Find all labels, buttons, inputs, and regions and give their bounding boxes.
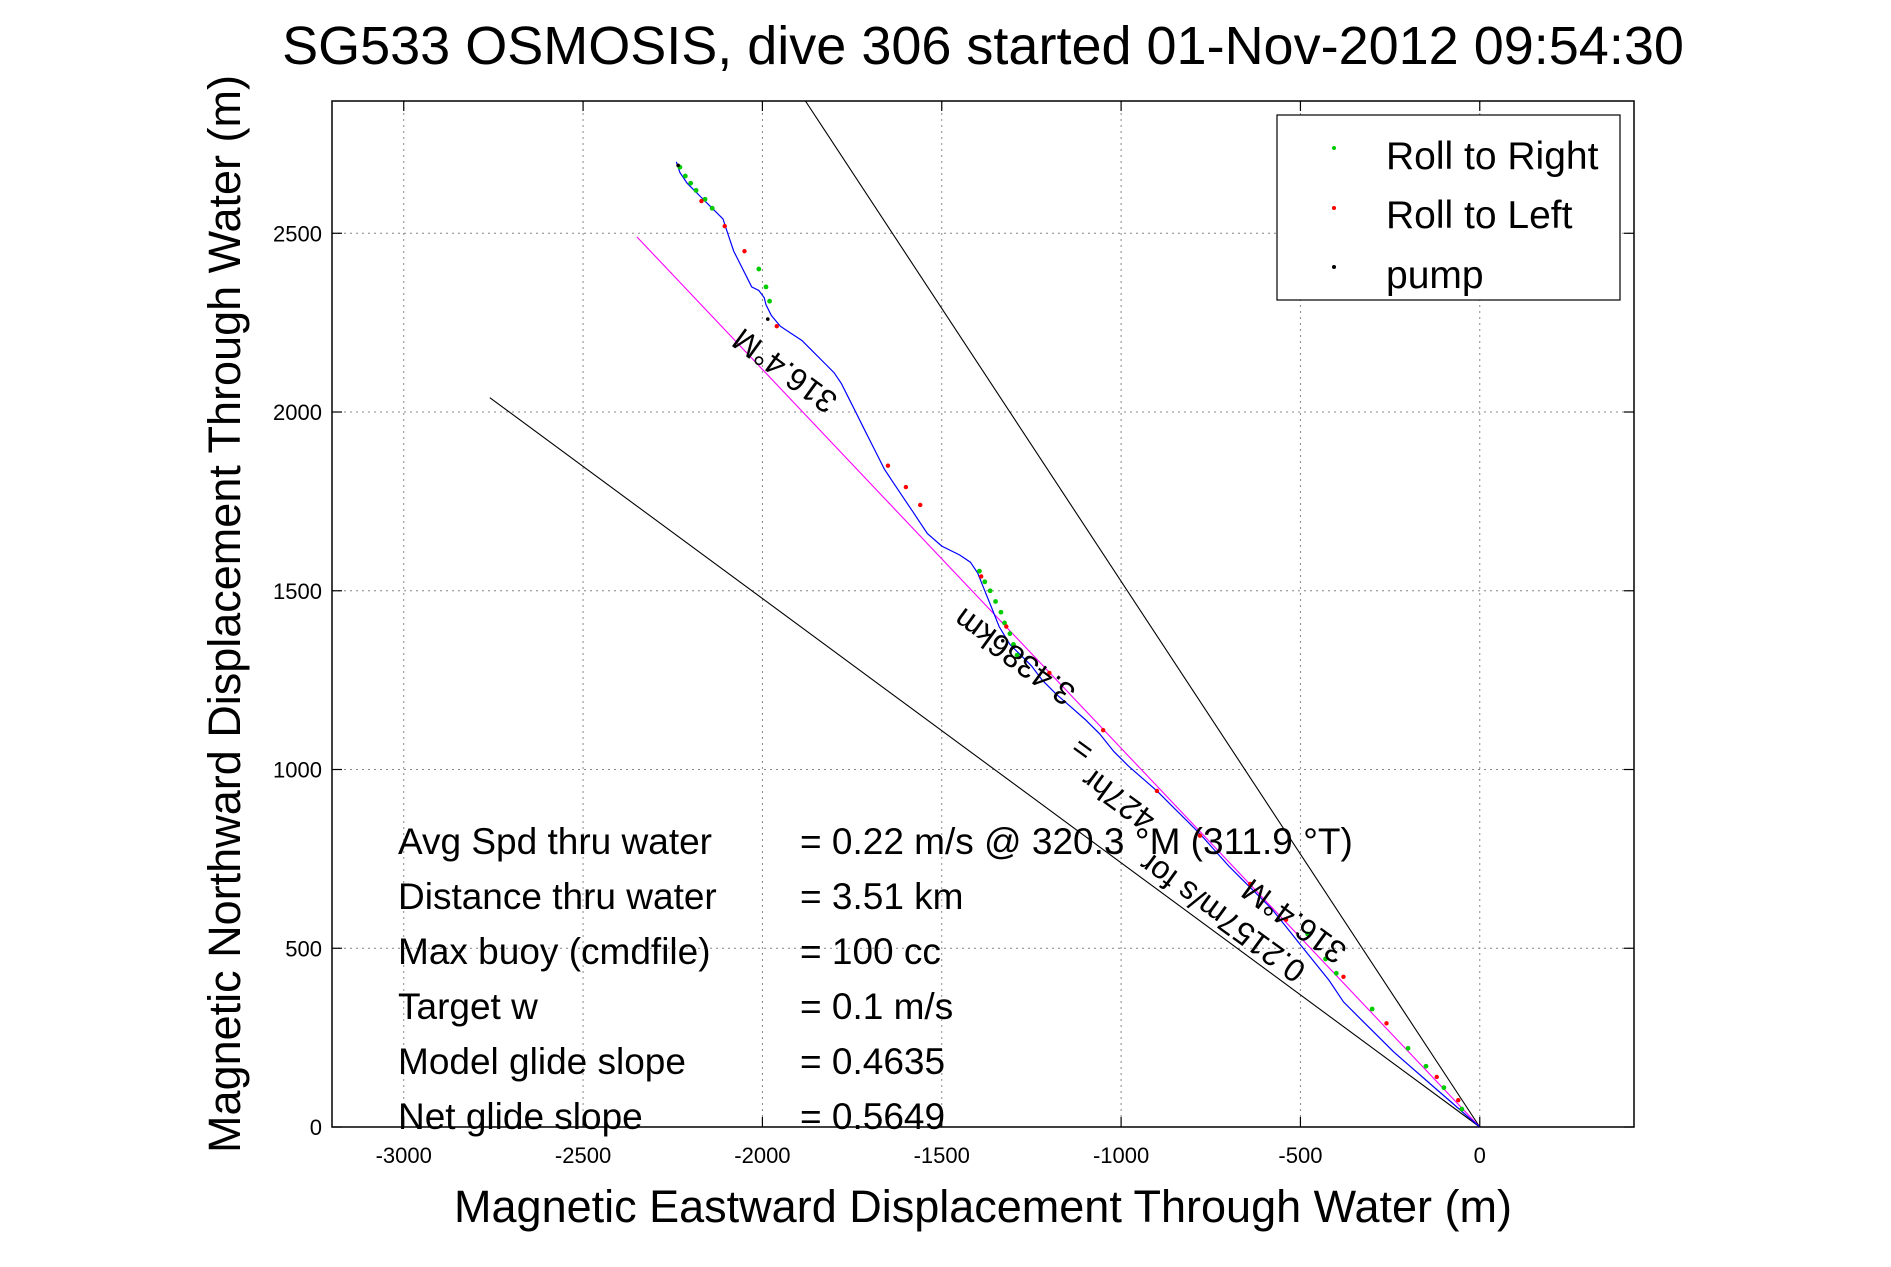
legend: Roll to Right Roll to Left pump: [1276, 114, 1621, 301]
roll-right-point: [763, 284, 769, 290]
roll-left-point: [1154, 788, 1160, 794]
stat-label: Net glide slope: [398, 1096, 643, 1137]
reference-lines: [489, 100, 1481, 1128]
stat-value: = 100 cc: [800, 931, 941, 972]
roll-right-point: [767, 298, 772, 304]
stat-value: = 0.22 m/s @ 320.3 °M (311.9 °T): [800, 821, 1353, 862]
roll-right-point: [1323, 956, 1328, 962]
plot-frame: [331, 100, 1635, 1128]
stat-label: Model glide slope: [398, 1041, 686, 1082]
x-tick-label: -2500: [555, 1143, 611, 1168]
stat-value: = 0.5649: [800, 1096, 945, 1137]
roll-right-point: [1011, 641, 1016, 647]
series-line-track: [675, 161, 1481, 1128]
roll-left-point: [1384, 1021, 1389, 1026]
ref-line-steep: [804, 100, 1481, 1128]
roll-left-point: [1004, 624, 1009, 629]
pump-point: [676, 163, 680, 168]
stat-label: Avg Spd thru water: [398, 821, 712, 862]
roll-right-point: [702, 196, 708, 202]
roll-right-point: [1002, 620, 1007, 626]
y-tick-label: 500: [285, 936, 322, 961]
ref-line-shallow: [489, 397, 1481, 1128]
stat-value: = 0.1 m/s: [800, 986, 953, 1027]
roll-right-point: [1369, 1006, 1375, 1012]
y-tick-label: 2500: [273, 221, 322, 246]
roll-right-point: [1014, 652, 1020, 658]
legend-label-roll-left: Roll to Left: [1386, 194, 1573, 237]
roll-right-point: [709, 205, 715, 211]
x-tick-label: -3000: [376, 1143, 432, 1168]
roll-left-point: [918, 502, 923, 508]
roll-left-point: [722, 223, 727, 229]
pump-point: [1000, 639, 1005, 643]
y-tick-label: 0: [310, 1115, 322, 1140]
stat-value: = 0.4635: [800, 1041, 945, 1082]
roll-right-point: [688, 180, 694, 186]
y-tick-label: 1000: [273, 758, 322, 783]
x-tick-label: 0: [1474, 1143, 1486, 1168]
legend-marker-roll-left: [1332, 206, 1336, 210]
x-tick-label: -2000: [734, 1143, 790, 1168]
roll-right-point: [993, 599, 998, 604]
chart-title: SG533 OSMOSIS, dive 306 started 01-Nov-2…: [282, 16, 1684, 76]
roll-right-point: [1405, 1045, 1411, 1051]
roll-left-point: [1434, 1074, 1439, 1080]
roll-left-point: [1341, 974, 1346, 980]
roll-left-point: [979, 574, 984, 579]
roll-left-point: [699, 198, 704, 204]
legend-label-pump: pump: [1386, 254, 1484, 297]
axis-ticks: -3000 -2500 -2000 -1500 -1000 -500 0 0 500 1000 15…: [273, 101, 1634, 1168]
roll-left-point: [774, 324, 779, 329]
x-tick-label: -1500: [914, 1143, 970, 1168]
stat-value: = 3.51 km: [800, 876, 964, 917]
stat-label: Max buoy (cmdfile): [398, 931, 711, 972]
x-axis-label: Magnetic Eastward Displacement Through W…: [454, 1181, 1512, 1232]
roll-left-point: [1248, 881, 1253, 887]
x-tick-label: -1000: [1093, 1143, 1149, 1168]
roll-left-point: [1100, 727, 1106, 733]
roll-right-point: [756, 266, 762, 272]
pump-point: [765, 317, 770, 321]
stats-block: Avg Spd thru water = 0.22 m/s @ 320.3 °M…: [398, 821, 1353, 1137]
roll-left-point: [742, 248, 747, 254]
stat-label: Distance thru water: [398, 876, 717, 917]
roll-right-point: [1441, 1085, 1447, 1091]
roll-right-point: [998, 609, 1004, 615]
roll-right-point: [982, 579, 988, 585]
roll-left-point: [885, 463, 891, 468]
roll-right-point: [1333, 970, 1339, 976]
ref-line-middle: [636, 236, 1481, 1128]
legend-marker-pump: [1332, 265, 1336, 269]
roll-right-point: [1007, 631, 1013, 637]
roll-left-point: [1047, 670, 1052, 676]
stat-label: Target w: [398, 986, 538, 1027]
y-tick-label: 2000: [273, 400, 322, 425]
roll-left-point: [903, 484, 909, 490]
roll-right-point: [1459, 1106, 1465, 1112]
legend-label-roll-right: Roll to Right: [1386, 135, 1599, 178]
x-tick-label: -500: [1278, 1143, 1322, 1168]
roll-left-point: [1456, 1097, 1461, 1103]
roll-right-point: [693, 187, 699, 193]
roll-markers: [676, 163, 1465, 1112]
roll-right-point: [987, 588, 993, 594]
roll-left-point: [1197, 833, 1203, 838]
y-tick-label: 1500: [273, 579, 322, 604]
roll-right-point: [977, 568, 982, 574]
roll-right-point: [1423, 1063, 1429, 1069]
roll-right-point: [1305, 931, 1311, 937]
legend-marker-roll-right: [1332, 146, 1336, 150]
track-series: [675, 161, 1481, 1128]
y-axis-label: Magnetic Northward Displacement Through …: [199, 75, 250, 1153]
roll-left-point: [1283, 917, 1289, 922]
roll-right-point: [682, 173, 688, 179]
